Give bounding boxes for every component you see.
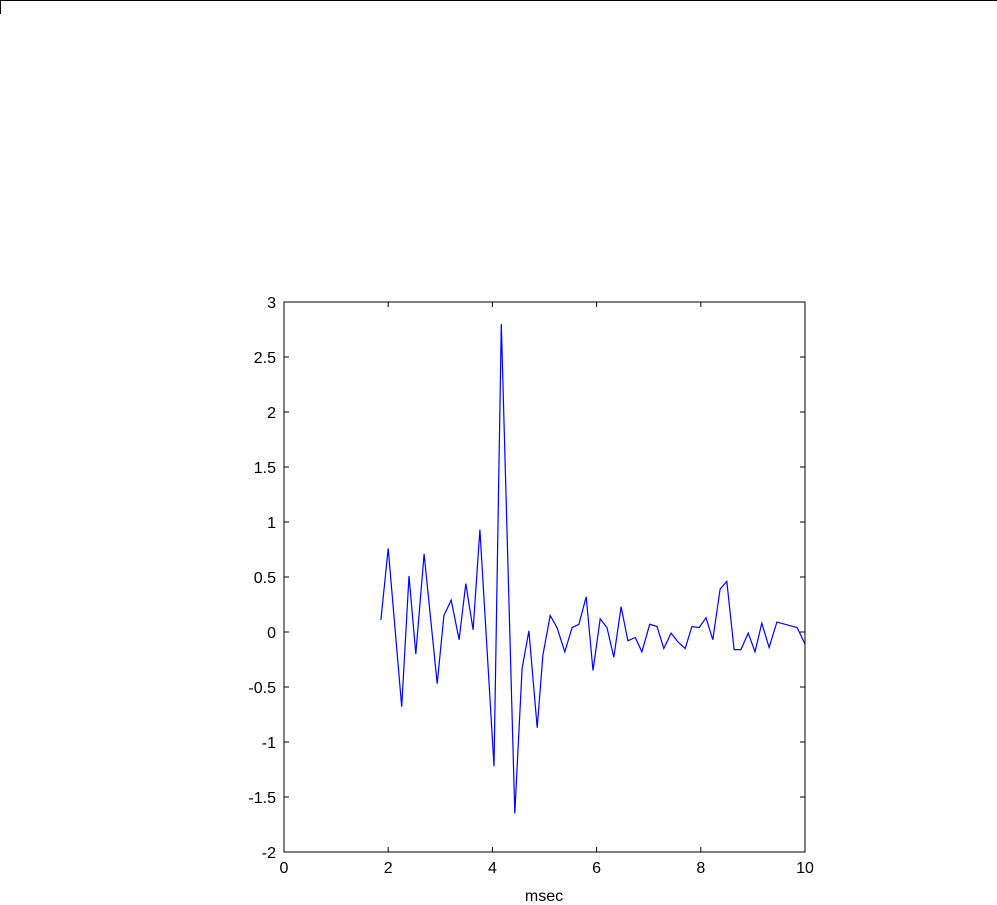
y-tick-label: -1.5 <box>248 790 276 807</box>
x-tick-label: 8 <box>696 860 705 877</box>
y-tick-label: 2.5 <box>254 350 276 367</box>
y-tick-label: 0 <box>267 625 276 642</box>
x-tick-label: 0 <box>280 860 289 877</box>
series-line <box>380 323 806 814</box>
y-tick-label: 0.5 <box>254 570 276 587</box>
y-tick-label: -1 <box>262 735 276 752</box>
x-tick-label: 4 <box>488 860 497 877</box>
x-tick-label: 6 <box>592 860 601 877</box>
y-tick-label: -0.5 <box>248 680 276 697</box>
x-tick-label: 10 <box>796 860 814 877</box>
y-tick-label: 2 <box>267 405 276 422</box>
y-tick-label: 1 <box>267 515 276 532</box>
x-axis-label: msec <box>525 888 563 905</box>
y-tick-label: 1.5 <box>254 460 276 477</box>
y-tick-label: 3 <box>267 295 276 312</box>
page-border-mark <box>0 0 1 14</box>
tick-labels: 0 2 4 6 8 10 -2 -1.5 -1 -0.5 0 0.5 1 1.5 2 2.5 3 <box>248 295 814 877</box>
ticks <box>283 301 806 853</box>
page-border-top <box>0 0 997 1</box>
plot-area-frame <box>283 301 806 853</box>
x-tick-label: 2 <box>384 860 393 877</box>
y-tick-label: -2 <box>262 845 276 862</box>
